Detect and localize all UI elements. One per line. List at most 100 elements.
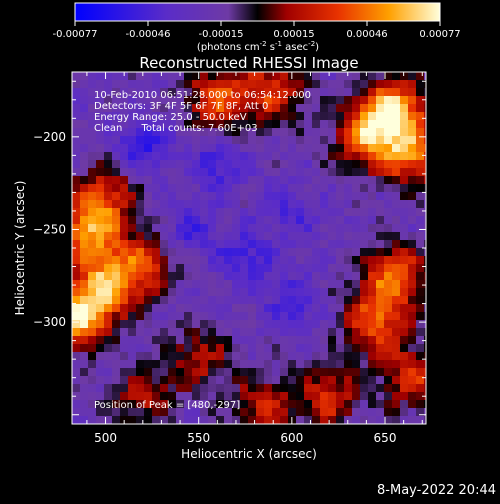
heatmap-cell [328, 192, 336, 200]
heatmap-cell [384, 208, 392, 216]
heatmap-cell [288, 376, 296, 384]
heatmap-cell [408, 208, 416, 216]
heatmap-cell [88, 400, 96, 408]
heatmap-cell [152, 408, 160, 416]
heatmap-cell [72, 152, 80, 160]
heatmap-cell [152, 352, 160, 360]
heatmap-cell [384, 88, 392, 96]
heatmap-cell [88, 304, 96, 312]
heatmap-cell [168, 344, 176, 352]
heatmap-cell [152, 296, 160, 304]
heatmap-cell [288, 128, 296, 136]
heatmap-cell [320, 176, 328, 184]
heatmap-cell [368, 280, 376, 288]
heatmap-cell [264, 136, 272, 144]
heatmap-cell [248, 152, 256, 160]
heatmap-cell [176, 272, 184, 280]
heatmap-cell [88, 360, 96, 368]
heatmap-cell [208, 320, 216, 328]
heatmap-cell [248, 240, 256, 248]
heatmap-cell [112, 264, 120, 272]
heatmap-cell [368, 224, 376, 232]
heatmap-cell [328, 256, 336, 264]
heatmap-cell [200, 104, 208, 112]
heatmap-cell [88, 96, 96, 104]
heatmap-cell [416, 80, 424, 88]
heatmap-cell [248, 344, 256, 352]
annotation-block: 10-Feb-2010 06:51:28.000 to 06:54:12.000… [94, 90, 311, 134]
heatmap-cell [128, 152, 136, 160]
heatmap-cell [72, 176, 80, 184]
heatmap-cell [240, 280, 248, 288]
heatmap-cell [272, 280, 280, 288]
heatmap-cell [200, 368, 208, 376]
heatmap-cell [264, 176, 272, 184]
heatmap-cell [360, 296, 368, 304]
heatmap-cell [112, 248, 120, 256]
heatmap-cell [232, 336, 240, 344]
heatmap-cell [120, 240, 128, 248]
heatmap-cell [288, 96, 296, 104]
heatmap-cell [216, 176, 224, 184]
heatmap-cell [392, 312, 400, 320]
heatmap-cell [224, 280, 232, 288]
heatmap-cell [336, 392, 344, 400]
heatmap-cell [384, 104, 392, 112]
heatmap-cell [376, 264, 384, 272]
heatmap-cell [104, 368, 112, 376]
heatmap-cell [296, 352, 304, 360]
heatmap-cell [352, 192, 360, 200]
heatmap-cell [352, 240, 360, 248]
heatmap-cell [184, 264, 192, 272]
heatmap-cell [400, 328, 408, 336]
heatmap-cell [240, 232, 248, 240]
heatmap-cell [200, 288, 208, 296]
heatmap-cell [168, 336, 176, 344]
heatmap-cell [384, 168, 392, 176]
heatmap-cell [184, 88, 192, 96]
heatmap-cell [336, 152, 344, 160]
heatmap-cell [80, 336, 88, 344]
heatmap-cell [216, 192, 224, 200]
heatmap-cell [392, 160, 400, 168]
heatmap-cell [120, 280, 128, 288]
heatmap-cell [176, 80, 184, 88]
heatmap-cell [136, 280, 144, 288]
heatmap-cell [384, 240, 392, 248]
heatmap-cell [104, 88, 112, 96]
heatmap-cell [376, 176, 384, 184]
heatmap-cell [320, 408, 328, 416]
heatmap-cell [136, 376, 144, 384]
heatmap-cell [224, 264, 232, 272]
heatmap-cell [152, 248, 160, 256]
heatmap-cell [352, 112, 360, 120]
heatmap-cell [224, 128, 232, 136]
heatmap-cell [176, 120, 184, 128]
heatmap-cell [248, 80, 256, 88]
heatmap-cell [192, 376, 200, 384]
heatmap-cell [72, 360, 80, 368]
heatmap-cell [272, 168, 280, 176]
heatmap-cell [264, 368, 272, 376]
heatmap-cell [104, 112, 112, 120]
heatmap-cell [216, 272, 224, 280]
heatmap-cell [416, 384, 424, 392]
heatmap-cell [328, 304, 336, 312]
heatmap-cell [168, 232, 176, 240]
heatmap-cell [304, 104, 312, 112]
heatmap-cell [304, 368, 312, 376]
heatmap-cell [152, 152, 160, 160]
heatmap-cell [328, 296, 336, 304]
heatmap-cell [280, 72, 288, 80]
heatmap-cell [112, 360, 120, 368]
heatmap-cell [256, 88, 264, 96]
heatmap-cell [72, 272, 80, 280]
heatmap-cell [200, 336, 208, 344]
heatmap-cell [304, 144, 312, 152]
heatmap-cell [144, 208, 152, 216]
heatmap-cell [200, 280, 208, 288]
heatmap-cell [360, 184, 368, 192]
heatmap-cell [272, 352, 280, 360]
heatmap-cell [272, 184, 280, 192]
heatmap-cell [144, 344, 152, 352]
